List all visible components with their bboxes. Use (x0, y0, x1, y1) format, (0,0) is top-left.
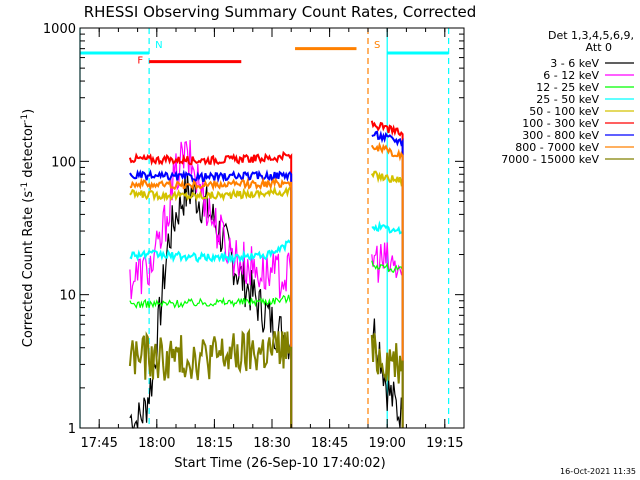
y-axis-label-sup1: -1 (20, 182, 30, 191)
footer-date: 16-Oct-2021 11:35 (560, 467, 636, 476)
x-axis-label: Start Time (26-Sep-10 17:40:02) (174, 456, 385, 471)
series-line (128, 328, 404, 428)
x-tick-label: 18:45 (311, 436, 348, 451)
legend-entry-label: 300 - 800 keV (522, 129, 599, 142)
x-tick-label: 19:00 (368, 436, 405, 451)
series-line (129, 260, 404, 428)
series-line (129, 170, 404, 428)
plot-area: N S F (79, 28, 450, 429)
legend-title-line2: Att 0 (586, 41, 612, 54)
legend-entry-label: 3 - 6 keV (550, 57, 599, 70)
legend-entry-label: 12 - 25 keV (536, 81, 599, 94)
y-axis-ticks: 1 10 100 1000 (43, 22, 464, 437)
x-tick-label: 18:30 (253, 436, 290, 451)
chart-title: RHESSI Observing Summary Count Rates, Co… (84, 3, 477, 21)
series-line (129, 139, 404, 428)
legend-entry-label: 800 - 7000 keV (515, 141, 599, 154)
series-line (128, 120, 404, 428)
x-tick-label: 18:00 (138, 436, 175, 451)
plot-frame (79, 27, 465, 429)
y-axis-label: Corrected Count Rate (s-1 detector-1) (20, 109, 36, 347)
y-axis-label-main: Corrected Count Rate (s (21, 191, 36, 348)
flag-label: N (155, 40, 162, 51)
series-line (129, 141, 404, 428)
flag-label: S (374, 40, 380, 51)
y-axis-label-sup2: -1 (20, 114, 30, 123)
series-line (129, 220, 404, 428)
x-axis-ticks: 17:45 18:00 18:15 18:30 18:45 19:00 19:15 (79, 28, 465, 451)
legend-entry-label: 100 - 300 keV (522, 117, 599, 130)
legend-entry-label: 25 - 50 keV (536, 93, 599, 106)
y-axis-label-mid: detector (21, 122, 36, 182)
legend-entry-label: 50 - 100 keV (529, 105, 599, 118)
series-line (129, 130, 404, 428)
y-tick-label: 10 (59, 289, 76, 304)
y-tick-label: 100 (51, 155, 76, 170)
flag-label: F (137, 56, 143, 67)
x-tick-label: 18:15 (196, 436, 233, 451)
y-axis-label-end: ) (21, 109, 36, 114)
y-tick-label: 1000 (43, 22, 76, 37)
legend-title-line1: Det 1,3,4,5,6,9, (548, 29, 634, 42)
legend-entry-label: 6 - 12 keV (543, 69, 599, 82)
x-tick-label: 19:15 (426, 436, 463, 451)
legend-entry-label: 7000 - 15000 keV (501, 153, 599, 166)
y-tick-label: 1 (68, 422, 76, 437)
x-tick-label: 17:45 (80, 436, 117, 451)
